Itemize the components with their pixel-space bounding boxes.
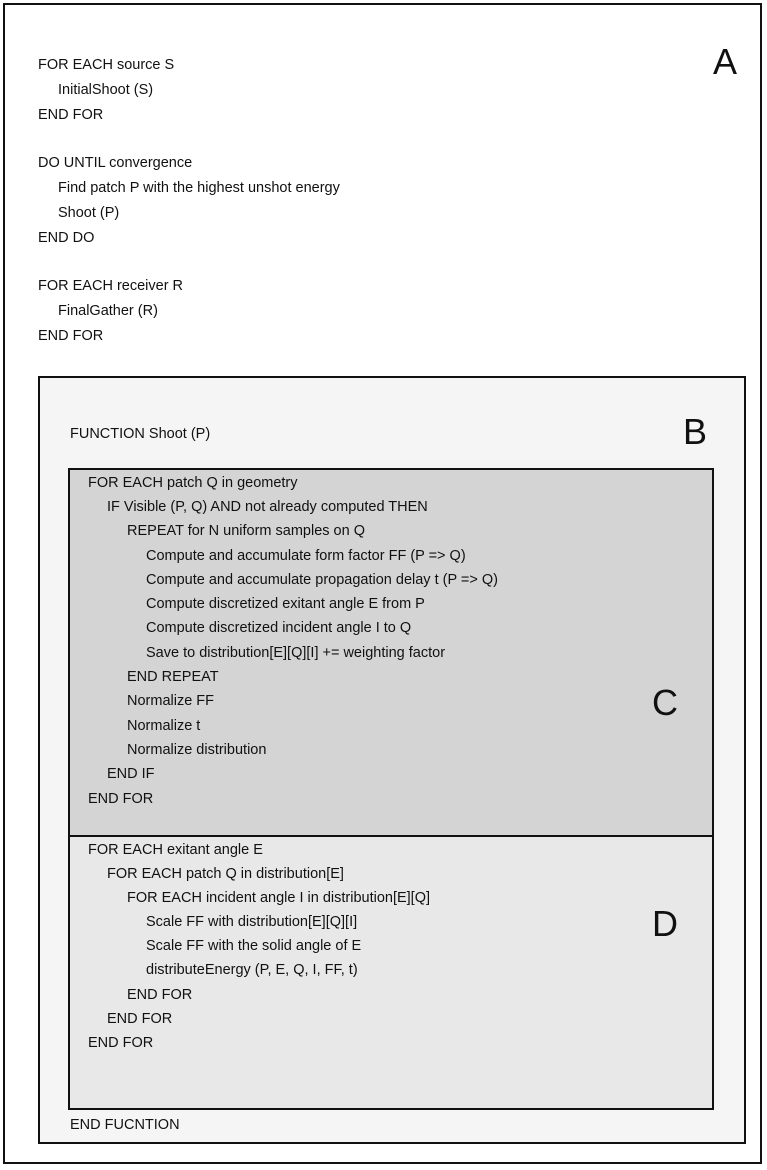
code-line: Scale FF with the solid angle of E [146,938,362,954]
panel-d-box [68,835,714,1110]
panel-c-letter: C [652,682,678,723]
code-line: END FOR [88,1035,154,1051]
function-header: FUNCTION Shoot (P) [70,426,211,442]
code-line: FOR EACH incident angle I in distributio… [127,890,431,906]
code-line: END FOR [107,1011,173,1027]
code-line: Save to distribution[E][Q][I] += weighti… [146,645,446,661]
panel-b-letter: B [683,411,708,452]
code-line: END IF [107,766,155,782]
code-line: END FOR [127,987,193,1003]
code-line: IF Visible (P, Q) AND not already comput… [107,499,428,515]
code-line: Shoot (P) [58,205,120,221]
panel-c-box [68,468,714,837]
code-line: FOR EACH source S [38,57,175,73]
code-line: Compute discretized exitant angle E from… [146,596,425,612]
code-line: END REPEAT [127,669,219,685]
code-line: distributeEnergy (P, E, Q, I, FF, t) [146,962,358,978]
code-line: Normalize t [127,718,201,734]
code-line: Scale FF with distribution[E][Q][I] [146,914,358,930]
code-line: END FOR [88,791,154,807]
function-footer: END FUCNTION [70,1117,180,1133]
code-line: FOR EACH patch Q in distribution[E] [107,866,344,882]
code-line: FinalGather (R) [58,303,158,319]
code-line: Normalize distribution [127,742,267,758]
panel-a-letter: A [713,41,738,82]
code-line: Compute and accumulate propagation delay… [146,572,498,588]
code-line: END FOR [38,328,104,344]
code-line: DO UNTIL convergence [38,155,193,171]
code-line: END FOR [38,107,104,123]
code-line: Normalize FF [127,693,215,709]
code-line: FOR EACH receiver R [38,278,184,294]
code-line: Compute discretized incident angle I to … [146,620,412,636]
code-line: InitialShoot (S) [58,82,154,98]
code-line: FOR EACH exitant angle E [88,842,263,858]
code-line: FOR EACH patch Q in geometry [88,475,298,491]
code-line: Compute and accumulate form factor FF (P… [146,548,466,564]
code-line: Find patch P with the highest unshot ene… [58,180,340,196]
code-line: REPEAT for N uniform samples on Q [127,523,365,539]
panel-d-letter: D [652,903,678,944]
code-line: END DO [38,230,95,246]
